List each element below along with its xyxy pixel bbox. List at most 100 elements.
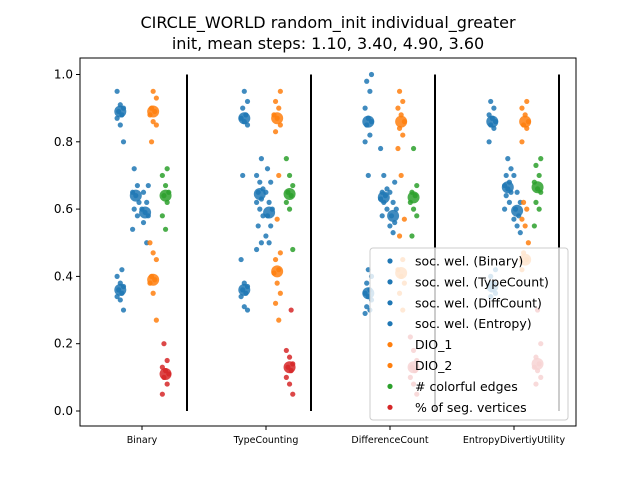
data-point [131,206,137,212]
data-point [378,145,384,152]
data-point [257,206,263,212]
legend-label: % of seg. vertices [415,400,527,415]
data-point [524,206,530,212]
data-point [240,105,246,111]
data-point [533,162,539,168]
data-point [150,290,156,296]
data-point [140,219,147,226]
data-point [114,273,120,279]
mean-marker [519,115,532,128]
data-point [134,213,140,219]
data-point [503,172,509,179]
data-point [120,139,127,145]
data-point [381,172,387,179]
data-point [283,199,289,205]
data-point [117,297,123,303]
data-point [148,139,155,145]
data-point [364,304,370,310]
data-point [241,304,247,310]
data-point [241,88,247,94]
data-point [147,240,153,246]
data-point [531,223,537,229]
data-point [277,290,283,296]
data-point [114,88,120,94]
legend-marker [387,300,393,306]
data-point [520,199,527,205]
data-point [164,357,170,364]
mean-marker [139,206,152,219]
data-point [511,172,517,179]
mean-marker [129,189,142,202]
data-point [266,240,272,246]
data-point [409,233,415,239]
data-point [288,307,294,313]
data-point [244,307,251,313]
data-point [264,166,271,172]
legend-box [369,247,569,421]
data-point [150,88,156,94]
data-point [387,223,393,229]
data-point [506,199,512,205]
data-point [414,182,420,189]
mean-marker [263,206,276,219]
data-point [117,122,123,128]
data-point [258,240,264,246]
data-point [401,216,407,222]
mean-marker [362,115,375,128]
mean-marker [377,191,390,204]
data-point [392,179,398,185]
data-point [519,139,525,145]
plot-frame [79,57,577,427]
data-point [384,206,390,212]
data-point [290,391,296,397]
data-point [410,206,417,212]
data-point [362,105,368,111]
data-point [153,256,159,263]
data-point [290,182,296,189]
data-point [362,310,368,317]
data-point [502,206,508,212]
mean-marker [147,273,160,286]
data-point [277,250,283,256]
data-point [276,317,282,323]
data-point [395,105,401,111]
data-point [505,156,511,162]
data-point [254,199,260,205]
data-point [153,317,159,323]
data-point [140,189,147,195]
data-point [396,233,403,239]
data-point [131,166,137,172]
data-point [164,166,170,172]
data-point [263,233,269,239]
data-point [533,199,539,205]
data-point [276,105,282,111]
y-tick-label: 0.6 [54,202,73,216]
mean-marker [159,367,172,380]
data-point [536,206,542,212]
chart-title-line2: init, mean steps: 1.10, 3.40, 4.90, 3.60 [172,34,484,53]
legend-marker [387,279,393,285]
data-point [277,88,283,94]
data-point [517,230,523,236]
y-tick-label: 1.0 [54,68,73,82]
legend-marker [387,258,393,264]
data-point [144,199,150,205]
data-point [400,98,406,105]
mean-marker [283,187,296,200]
data-point [274,216,280,222]
data-point [368,71,375,78]
data-point [508,166,514,172]
data-point [379,213,385,219]
data-point [367,132,373,138]
data-point [272,256,279,263]
data-point [119,267,125,273]
mean-marker [238,112,251,125]
data-point [525,240,531,246]
legend-marker [387,321,393,327]
mean-marker [253,187,266,200]
data-point [153,122,159,128]
y-tick-label: 0.4 [54,269,73,283]
data-point [162,182,169,189]
mean-marker [395,115,408,128]
legend-label: DIO_1 [415,337,452,352]
